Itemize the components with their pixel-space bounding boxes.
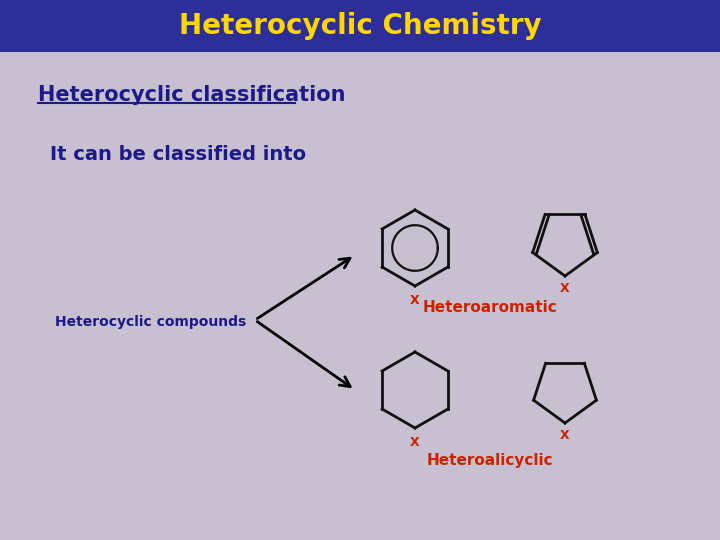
FancyBboxPatch shape bbox=[0, 0, 720, 52]
Text: It can be classified into: It can be classified into bbox=[50, 145, 306, 165]
Text: Heteroalicyclic: Heteroalicyclic bbox=[427, 453, 553, 468]
Text: Heterocyclic classification: Heterocyclic classification bbox=[38, 85, 346, 105]
Text: Heterocyclic Chemistry: Heterocyclic Chemistry bbox=[179, 12, 541, 40]
Text: X: X bbox=[560, 282, 570, 295]
Text: Heteroaromatic: Heteroaromatic bbox=[423, 300, 557, 315]
Text: X: X bbox=[410, 436, 420, 449]
Text: Heterocyclic compounds: Heterocyclic compounds bbox=[55, 315, 246, 329]
Text: X: X bbox=[410, 294, 420, 307]
Text: X: X bbox=[560, 429, 570, 442]
